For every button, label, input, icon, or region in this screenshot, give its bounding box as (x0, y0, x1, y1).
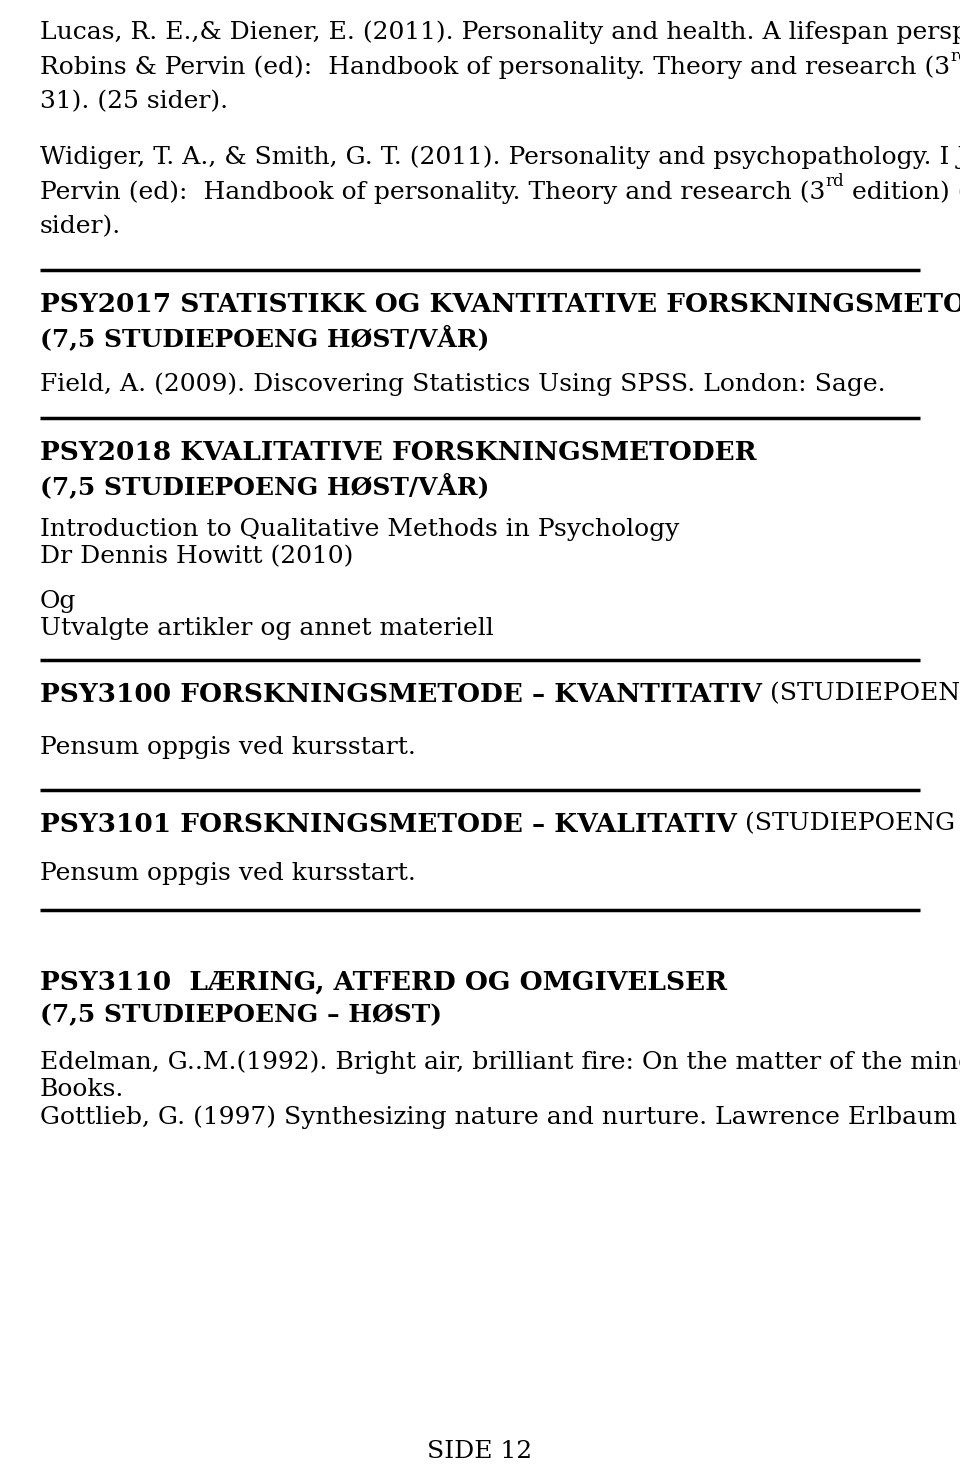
Text: rd: rd (950, 47, 960, 65)
Text: PSY3101 FORSKNINGSMETODE – KVALITATIV: PSY3101 FORSKNINGSMETODE – KVALITATIV (40, 812, 737, 837)
Text: Gottlieb, G. (1997) Synthesizing nature and nurture. Lawrence Erlbaum Associates: Gottlieb, G. (1997) Synthesizing nature … (40, 1106, 960, 1128)
Text: PSY2017 STATISTIKK OG KVANTITATIVE FORSKNINGSMETODER: PSY2017 STATISTIKK OG KVANTITATIVE FORSK… (40, 292, 960, 318)
Text: Widiger, T. A., & Smith, G. T. (2011). Personality and psychopathology. I John, : Widiger, T. A., & Smith, G. T. (2011). P… (40, 145, 960, 169)
Text: PSY3100 FORSKNINGSMETODE – KVANTITATIV: PSY3100 FORSKNINGSMETODE – KVANTITATIV (40, 683, 762, 706)
Text: (STUDIEPOENG 7,5 HØST): (STUDIEPOENG 7,5 HØST) (737, 812, 960, 835)
Text: SIDE 12: SIDE 12 (427, 1439, 533, 1463)
Text: (7,5 STUDIEPOENG – HØST): (7,5 STUDIEPOENG – HØST) (40, 1003, 442, 1027)
Text: (7,5 STUDIEPOENG HØST/VÅR): (7,5 STUDIEPOENG HØST/VÅR) (40, 473, 490, 499)
Text: Books.: Books. (40, 1077, 125, 1101)
Text: (7,5 STUDIEPOENG HØST/VÅR): (7,5 STUDIEPOENG HØST/VÅR) (40, 325, 490, 350)
Text: Edelman, G..M.(1992). Bright air, brilliant fire: On the matter of the mind. New: Edelman, G..M.(1992). Bright air, brilli… (40, 1051, 960, 1073)
Text: (STUDIEPOENG 7,5 HØST): (STUDIEPOENG 7,5 HØST) (762, 683, 960, 705)
Text: Pensum oppgis ved kursstart.: Pensum oppgis ved kursstart. (40, 736, 416, 758)
Text: Pervin (ed):  Handbook of personality. Theory and research (3: Pervin (ed): Handbook of personality. Th… (40, 180, 826, 203)
Text: Introduction to Qualitative Methods in Psychology: Introduction to Qualitative Methods in P… (40, 518, 680, 542)
Text: edition) ( kap 30) (18: edition) ( kap 30) (18 (844, 180, 960, 203)
Text: PSY3110  LÆRING, ATFERD OG OMGIVELSER: PSY3110 LÆRING, ATFERD OG OMGIVELSER (40, 971, 727, 994)
Text: sider).: sider). (40, 215, 121, 237)
Text: Pensum oppgis ved kursstart.: Pensum oppgis ved kursstart. (40, 862, 416, 884)
Text: rd: rd (826, 174, 844, 190)
Text: Field, A. (2009). Discovering Statistics Using SPSS. London: Sage.: Field, A. (2009). Discovering Statistics… (40, 372, 886, 396)
Text: Lucas, R. E.,& Diener, E. (2011). Personality and health. A lifespan perspective: Lucas, R. E.,& Diener, E. (2011). Person… (40, 19, 960, 43)
Text: Robins & Pervin (ed):  Handbook of personality. Theory and research (3: Robins & Pervin (ed): Handbook of person… (40, 55, 950, 79)
Text: 31). (25 sider).: 31). (25 sider). (40, 91, 228, 113)
Text: Dr Dennis Howitt (2010): Dr Dennis Howitt (2010) (40, 545, 353, 568)
Text: Utvalgte artikler og annet materiell: Utvalgte artikler og annet materiell (40, 617, 493, 640)
Text: Og: Og (40, 591, 77, 613)
Text: PSY2018 KVALITATIVE FORSKNINGSMETODER: PSY2018 KVALITATIVE FORSKNINGSMETODER (40, 439, 756, 464)
